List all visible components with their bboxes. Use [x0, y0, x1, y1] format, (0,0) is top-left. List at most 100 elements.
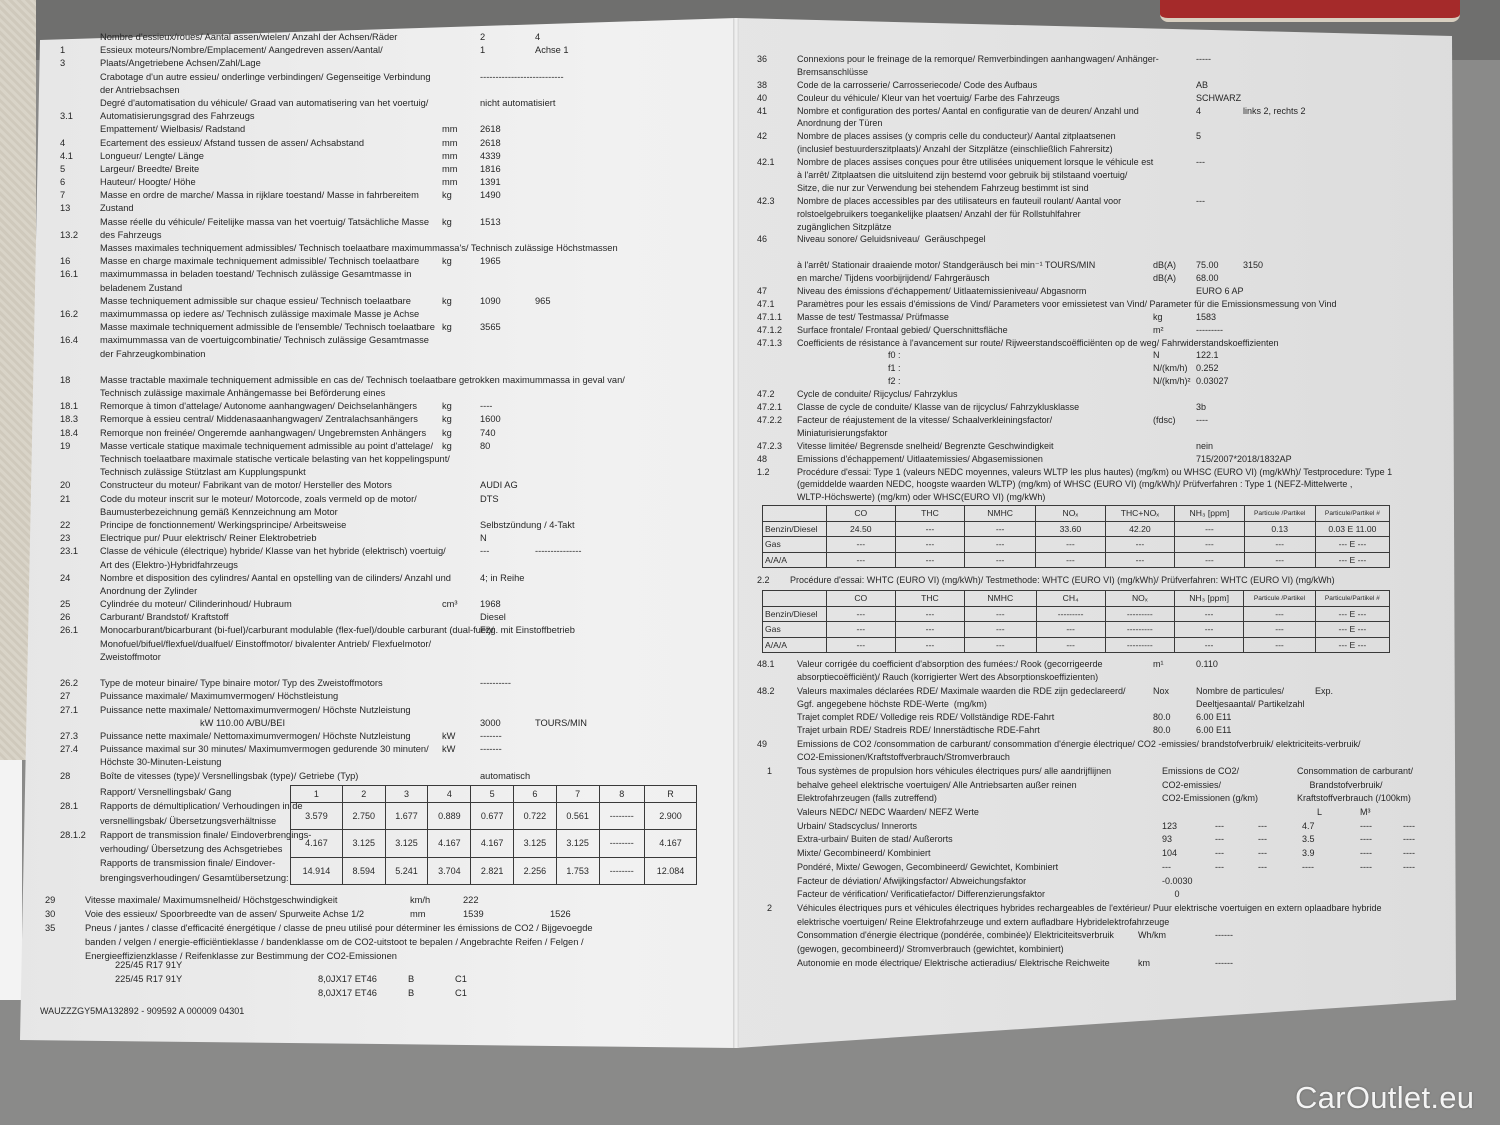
field-label: Carburant/ Brandstof/ Kraftstoff	[100, 612, 229, 623]
field-label: Anordnung der Zylinder	[100, 585, 198, 596]
field-label: Surface frontale/ Frontaal gebied/ Quers…	[797, 324, 1008, 335]
table-cell: --------	[598, 801, 646, 831]
column-header: 6	[513, 785, 557, 803]
column-header: CH₄	[1035, 590, 1106, 607]
field-label: Baumusterbezeichnung gemäß Kennzeichnung…	[100, 506, 338, 517]
field-label: Classe de véhicule (électrique) hybride/…	[100, 546, 446, 557]
field-unit: mm	[442, 124, 458, 135]
table-row: Benzin/Diesel --- --- --- --------- ---------…	[762, 605, 1391, 622]
field-label: Monofuel/bifuel/flexfuel/dualfuel/ Einst…	[100, 638, 432, 649]
field-value: ---------------------------	[480, 71, 564, 82]
field-value: ----	[1403, 820, 1415, 831]
field-value: -----	[1196, 54, 1211, 64]
field-number: 21	[60, 493, 71, 504]
field-value: 1583	[1196, 311, 1217, 322]
field-unit: kg	[442, 190, 452, 201]
field-number: 4	[60, 137, 66, 148]
field-unit: mm	[442, 137, 458, 148]
field-unit: kg	[1153, 311, 1163, 322]
background-card	[0, 760, 22, 1000]
field-label: Electrique pur/ Puur elektrisch/ Reiner …	[100, 533, 317, 544]
field-value: ------	[1215, 957, 1233, 968]
field-label: Cylindrée du moteur/ Cilinderinhoud/ Hub…	[100, 599, 292, 610]
field-value: ------	[1215, 930, 1233, 941]
field-number: 7	[60, 190, 66, 201]
field-value: ---	[1258, 848, 1267, 859]
field-label: Zweistoffmotor	[100, 651, 161, 662]
field-number: 23.1	[60, 546, 79, 557]
field-number: 47.2.1	[757, 402, 783, 413]
table-cell: ---	[1173, 621, 1245, 638]
field-number: 27	[60, 691, 71, 702]
table-cell: 4.167	[470, 829, 514, 858]
field-value: SCHWARZ	[1196, 92, 1242, 103]
field-value: -------	[480, 744, 502, 755]
field-unit: kW	[442, 744, 456, 755]
field-number: 30	[45, 909, 56, 919]
column-header: 4	[427, 785, 472, 803]
field-label: Masse en charge maximale techniquement a…	[100, 256, 420, 267]
column-header: Particule/Partikel #	[1314, 505, 1391, 522]
field-value: 740	[480, 427, 496, 438]
column-header: THC	[894, 505, 965, 522]
field-label: der Fahrzeugkombination	[100, 348, 206, 359]
field-label: Paramètres pour les essais d'émissions d…	[797, 298, 1337, 309]
field-label: à l'arrêt/ Stationair draaiende motor/ S…	[797, 260, 1096, 271]
table-cell: 0.03 E 11.00	[1314, 520, 1391, 537]
field-number: 24	[60, 572, 71, 583]
table-cell: ---	[894, 551, 965, 568]
field-value: Brandstofverbruik/	[1297, 779, 1383, 790]
field-value: ----	[1297, 861, 1314, 872]
table-header-row: CO THC NMHC NOₓ THC+NOₓ NH₃ [ppm] Particule /P…	[762, 505, 1391, 522]
column-header: R	[644, 785, 697, 803]
field-label: Technisch toelaatbare maximale statische…	[100, 454, 450, 464]
field-unit: mm	[442, 150, 458, 161]
field-label: Technisch zulässige Stützlast am Kupplun…	[100, 467, 306, 478]
table-cell: ---	[1035, 536, 1106, 553]
field-unit: mm	[442, 163, 458, 174]
field-label: Degré d'automatisation du véhicule/ Graa…	[100, 97, 429, 108]
field-number: 27.4	[60, 744, 79, 755]
field-label: Hauteur/ Hoogte/ Höhe	[100, 177, 196, 188]
column-header	[762, 590, 827, 607]
field-number: 48	[757, 453, 768, 464]
field-value: 4; in Reihe	[480, 572, 525, 583]
field-value: 3000	[480, 717, 501, 728]
table-row: A/A/A --- --- --- --- --- --- --- --- E ---	[762, 551, 1391, 568]
field-value: Kraftstoffverbrauch (/100km)	[1297, 793, 1411, 804]
field-label: Boîte de vitesses (type)/ Versnellingsba…	[100, 770, 359, 781]
field-number: 4.1	[60, 150, 73, 161]
table-cell: 3.125	[555, 829, 600, 858]
field-number: 18.1	[60, 401, 79, 412]
table-cell: ---	[1243, 551, 1316, 568]
table-cell: ---	[1104, 536, 1176, 553]
field-label: der Antriebsachsen	[100, 84, 180, 95]
table-cell: 8.594	[341, 856, 386, 886]
field-number: 3.1	[60, 111, 73, 122]
column-header: CO	[825, 590, 896, 607]
field-value: N	[480, 533, 487, 544]
column-header: NOₓ	[1104, 590, 1175, 607]
field-label: Puissance nette maximale/ Nettomaximumve…	[100, 704, 411, 715]
field-number: 25	[60, 599, 71, 610]
table-cell: 3.125	[341, 829, 386, 858]
field-label: Classe de cycle de conduite/ Klasse van …	[797, 402, 1080, 413]
table-cell: --- E ---	[1314, 636, 1391, 653]
field-number: 28.1.2	[60, 829, 86, 840]
table-cell: 0.13	[1243, 520, 1316, 537]
field-label: Puissance nette maximale/ Nettomaximumve…	[100, 730, 411, 741]
field-label: Nombre et disposition des cylindres/ Aan…	[100, 572, 451, 583]
carOutlet-watermark: CarOutlet.eu	[1295, 1080, 1475, 1115]
field-number: 48.1	[757, 659, 775, 669]
field-value: 2618	[480, 124, 501, 135]
field-value: ---	[1215, 848, 1224, 859]
field-label: Cycle de conduite/ Rijcyclus/ Fahrzyklus	[797, 389, 958, 400]
column-header	[762, 505, 827, 522]
field-label: 225/45 R17 91Y	[115, 960, 183, 970]
field-number: 28	[60, 770, 71, 781]
table-cell: ---	[1173, 636, 1245, 653]
field-number: 18	[60, 374, 71, 385]
table-cell: 14.914	[290, 856, 343, 886]
field-number: 13.2	[60, 229, 79, 240]
field-unit: dB(A)	[1153, 273, 1177, 284]
